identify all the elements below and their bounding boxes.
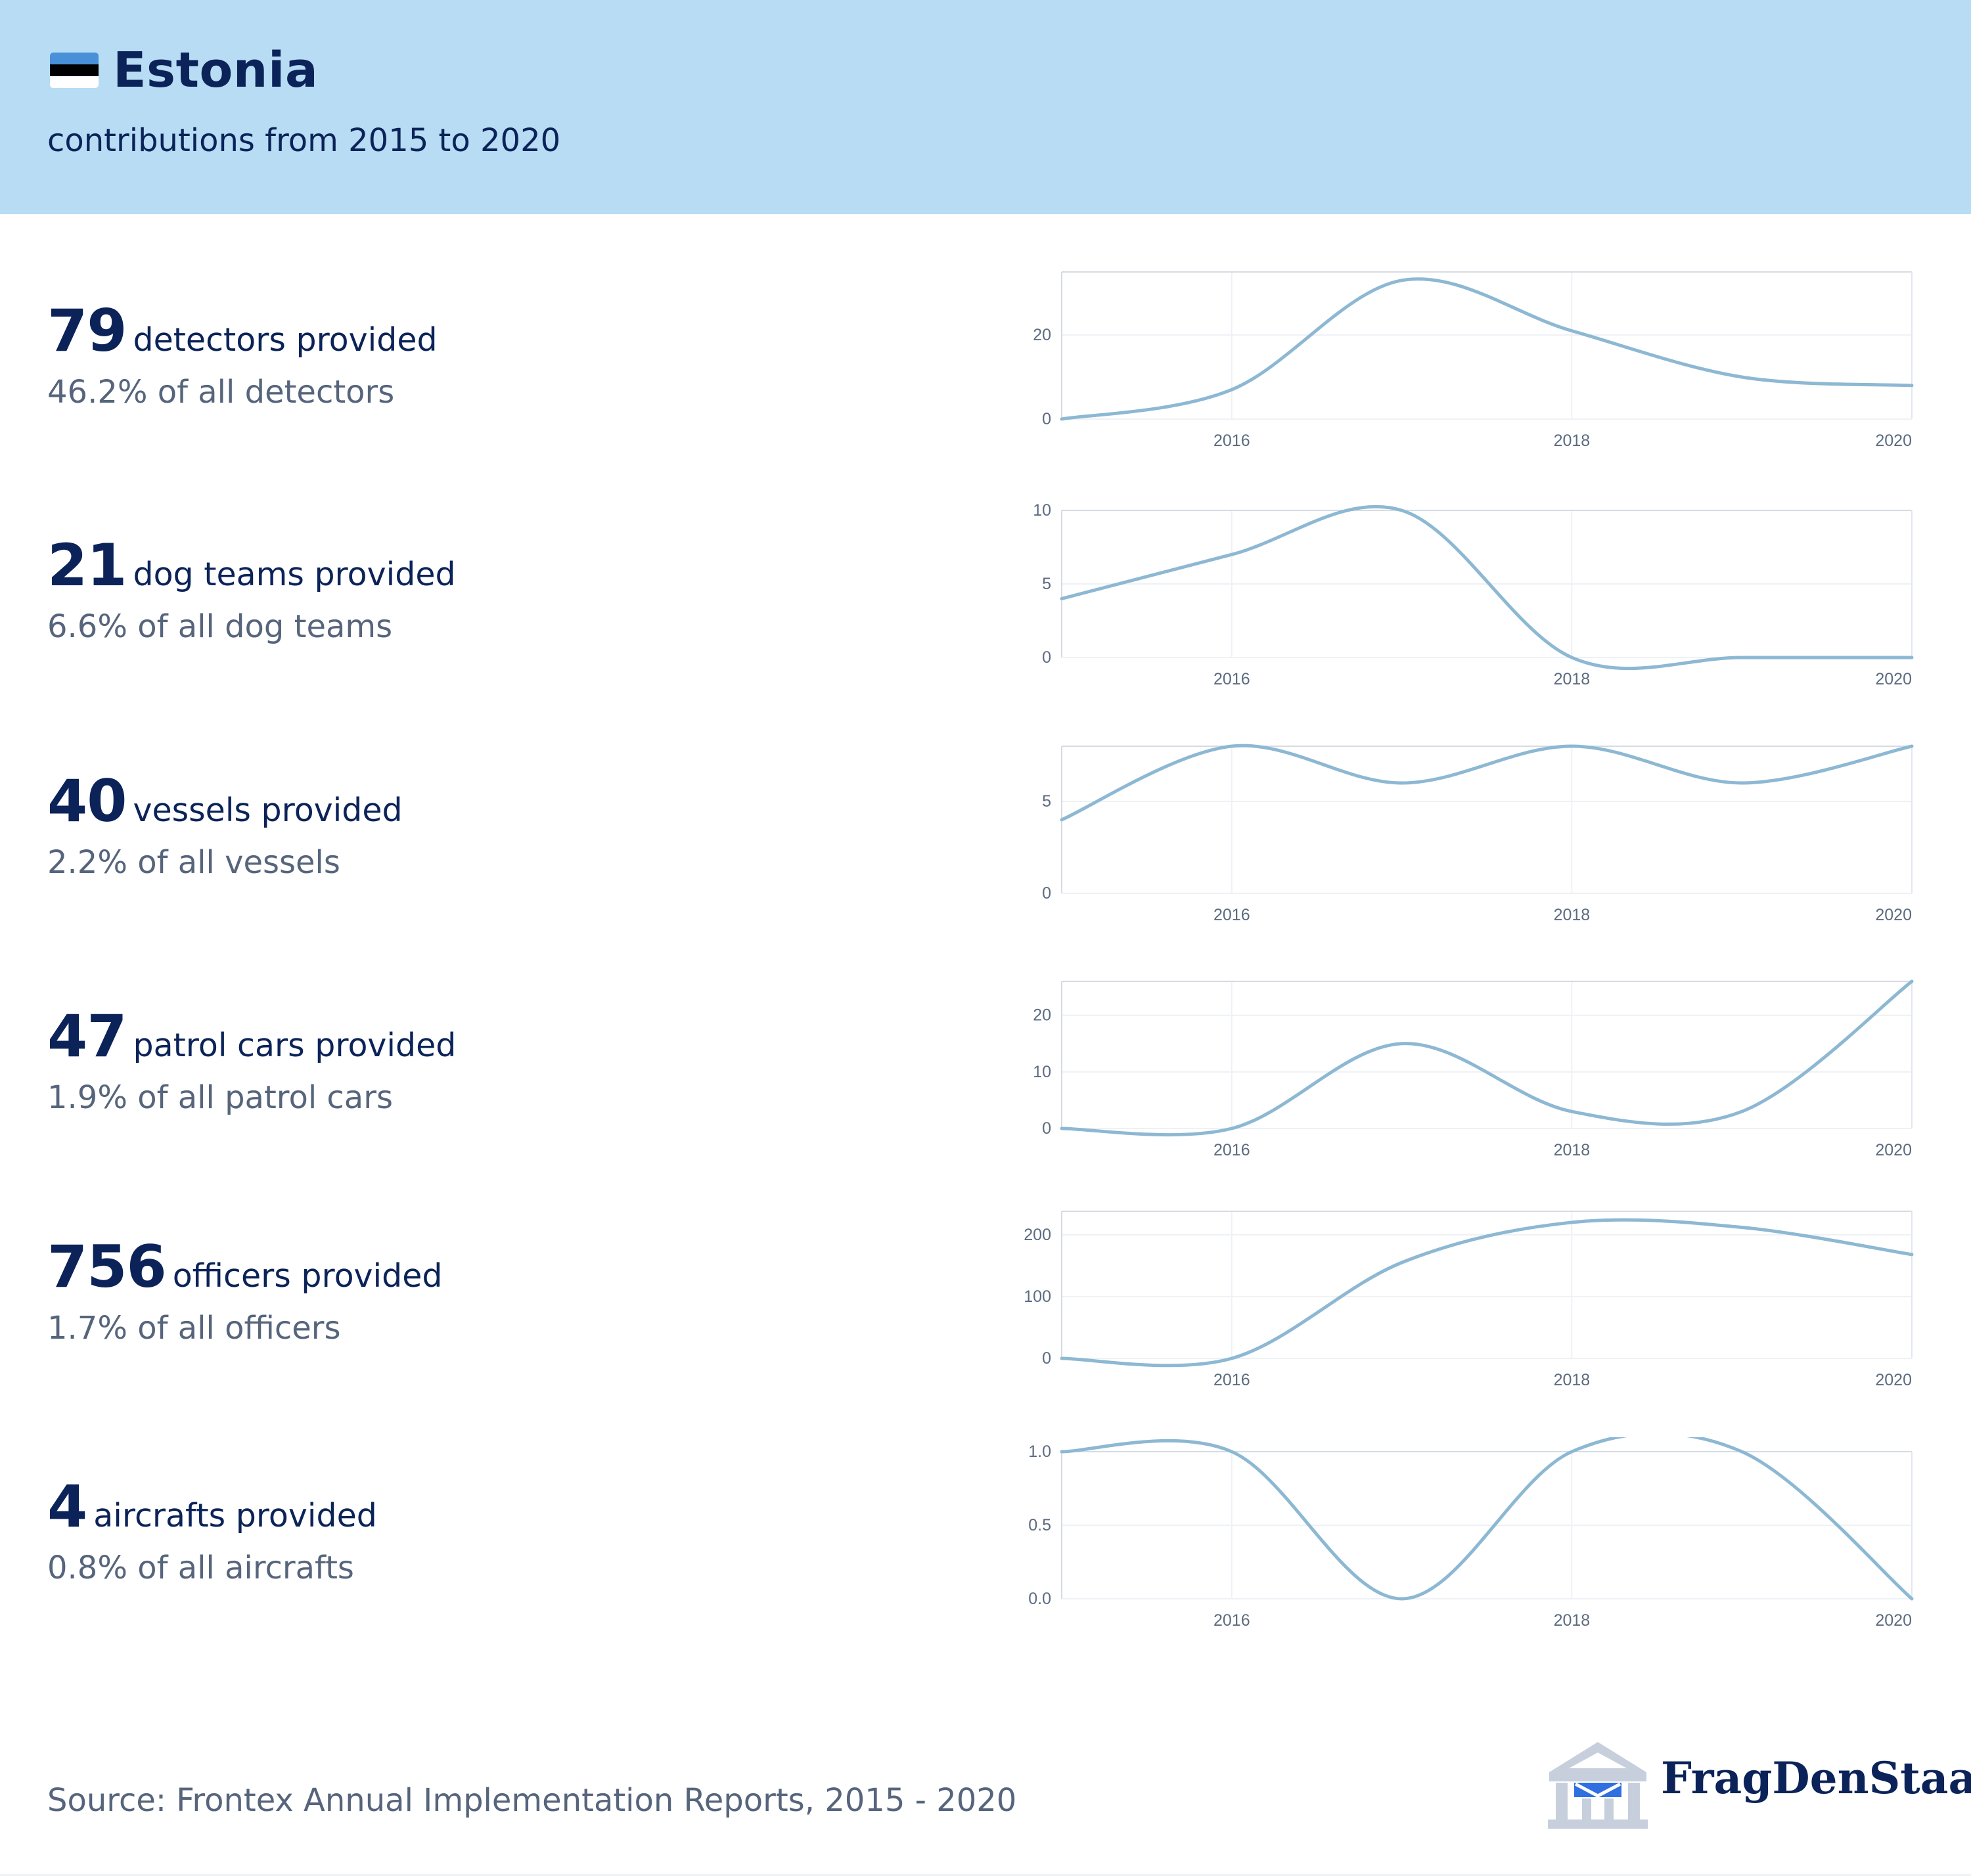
building-mail-icon xyxy=(1548,1742,1648,1829)
y-tick-label: 5 xyxy=(1042,575,1051,593)
y-tick-label: 100 xyxy=(1024,1287,1051,1306)
stat-number: 21 xyxy=(47,531,127,599)
stat-share: 0.8% of all aircrafts xyxy=(47,1550,354,1586)
x-tick-label: 2016 xyxy=(1213,432,1250,448)
sparkline-svg: 0 10 20 2016 2018 2020 xyxy=(1033,979,1914,1157)
y-tick-label: 0 xyxy=(1042,648,1051,667)
x-tick-label: 2018 xyxy=(1554,1371,1591,1387)
flag-stripe-blue xyxy=(50,53,99,64)
y-tick-label: 0.0 xyxy=(1028,1590,1051,1608)
stat-label: patrol cars provided xyxy=(133,1027,457,1064)
stat-number: 756 xyxy=(47,1233,167,1301)
stat-number: 79 xyxy=(47,297,127,365)
aircrafts-sparkline-chart: 0.0 0.5 1.0 2016 2018 2020 xyxy=(1012,1437,1932,1628)
patrol-cars-sparkline-chart: 0 10 20 2016 2018 2020 xyxy=(1012,967,1932,1157)
stat-detectors: 79 detectors provided 46.2% of all detect… xyxy=(47,297,438,411)
sparkline-svg: 0 5 10 2016 2018 2020 xyxy=(1033,501,1914,686)
officers-sparkline-chart: 0 100 200 2016 2018 2020 xyxy=(1012,1197,1932,1387)
stat-dog-teams: 21 dog teams provided 6.6% of all dog tea… xyxy=(47,531,456,645)
stat-share: 6.6% of all dog teams xyxy=(47,608,393,645)
x-tick-label: 2018 xyxy=(1554,432,1591,448)
stat-label: dog teams provided xyxy=(133,556,456,593)
x-tick-label: 2016 xyxy=(1213,906,1250,922)
page-title: Estonia xyxy=(113,42,319,99)
series-line xyxy=(1060,979,1914,1137)
y-tick-label: 5 xyxy=(1042,792,1051,811)
x-tick-label: 2018 xyxy=(1554,1611,1591,1628)
stat-share: 1.7% of all officers xyxy=(47,1310,341,1347)
logo-text: FragDenStaat xyxy=(1661,1753,1971,1804)
y-tick-label: 0 xyxy=(1042,1349,1051,1368)
stat-label: aircrafts provided xyxy=(93,1497,377,1534)
dog-teams-sparkline-chart: 0 5 10 2016 2018 2020 xyxy=(1012,496,1932,686)
page-subtitle: contributions from 2015 to 2020 xyxy=(47,122,561,159)
flag-stripe-black xyxy=(50,64,99,76)
header-banner: Estonia contributions from 2015 to 2020 xyxy=(0,0,1971,214)
y-tick-label: 20 xyxy=(1033,326,1051,344)
x-tick-label: 2020 xyxy=(1875,670,1912,686)
stat-label: detectors provided xyxy=(133,321,438,359)
x-tick-label: 2020 xyxy=(1875,1141,1912,1157)
series-line xyxy=(1060,277,1914,421)
x-tick-label: 2020 xyxy=(1875,432,1912,448)
stat-patrol-cars: 47 patrol cars provided 1.9% of all patro… xyxy=(47,1002,456,1116)
sparkline-svg: 0 20 2016 2018 2020 xyxy=(1033,271,1914,448)
y-tick-label: 200 xyxy=(1024,1226,1051,1244)
sparkline-svg: 0.0 0.5 1.0 2016 2018 2020 xyxy=(1028,1437,1914,1628)
flag-stripe-white xyxy=(50,76,99,88)
stat-share: 1.9% of all patrol cars xyxy=(47,1079,393,1116)
stat-vessels: 40 vessels provided 2.2% of all vessels xyxy=(47,767,403,881)
estonia-flag-icon xyxy=(50,53,99,88)
detectors-sparkline-chart: 0 20 2016 2018 2020 xyxy=(1012,257,1932,448)
y-tick-label: 10 xyxy=(1033,501,1051,520)
stat-officers: 756 officers provided 1.7% of all officer… xyxy=(47,1233,443,1347)
y-tick-label: 10 xyxy=(1033,1063,1051,1081)
stat-aircrafts: 4 aircrafts provided 0.8% of all aircraft… xyxy=(47,1473,377,1586)
sparkline-svg: 0 100 200 2016 2018 2020 xyxy=(1024,1211,1914,1387)
series-line xyxy=(1060,1437,1914,1601)
stat-number: 47 xyxy=(47,1002,127,1070)
series-line xyxy=(1060,744,1914,822)
footer-divider xyxy=(0,1874,1971,1876)
stat-share: 46.2% of all detectors xyxy=(47,374,395,411)
vessels-sparkline-chart: 0 5 2016 2018 2020 xyxy=(1012,732,1932,922)
y-tick-label: 20 xyxy=(1033,1006,1051,1025)
x-tick-label: 2020 xyxy=(1875,1371,1912,1387)
y-tick-label: 1.0 xyxy=(1028,1442,1051,1461)
x-tick-label: 2018 xyxy=(1554,1141,1591,1157)
series-line xyxy=(1060,1218,1914,1368)
y-tick-label: 0.5 xyxy=(1028,1516,1051,1534)
x-tick-label: 2016 xyxy=(1213,670,1250,686)
x-tick-label: 2016 xyxy=(1213,1141,1250,1157)
y-tick-label: 0 xyxy=(1042,410,1051,428)
stat-number: 4 xyxy=(47,1473,87,1540)
stat-number: 40 xyxy=(47,767,127,835)
x-tick-label: 2018 xyxy=(1554,670,1591,686)
stat-label: vessels provided xyxy=(133,792,403,829)
y-tick-label: 0 xyxy=(1042,884,1051,903)
series-line xyxy=(1060,504,1914,671)
x-tick-label: 2018 xyxy=(1554,906,1591,922)
x-tick-label: 2020 xyxy=(1875,906,1912,922)
fragdenstaat-logo[interactable]: FragDenStaat xyxy=(1545,1739,1971,1831)
x-tick-label: 2016 xyxy=(1213,1371,1250,1387)
y-tick-label: 0 xyxy=(1042,1119,1051,1138)
stat-share: 2.2% of all vessels xyxy=(47,844,340,881)
sparkline-svg: 0 5 2016 2018 2020 xyxy=(1042,744,1914,922)
stat-label: officers provided xyxy=(172,1257,443,1295)
x-tick-label: 2016 xyxy=(1213,1611,1250,1628)
source-note: Source: Frontex Annual Implementation Re… xyxy=(47,1782,1017,1819)
x-tick-label: 2020 xyxy=(1875,1611,1912,1628)
